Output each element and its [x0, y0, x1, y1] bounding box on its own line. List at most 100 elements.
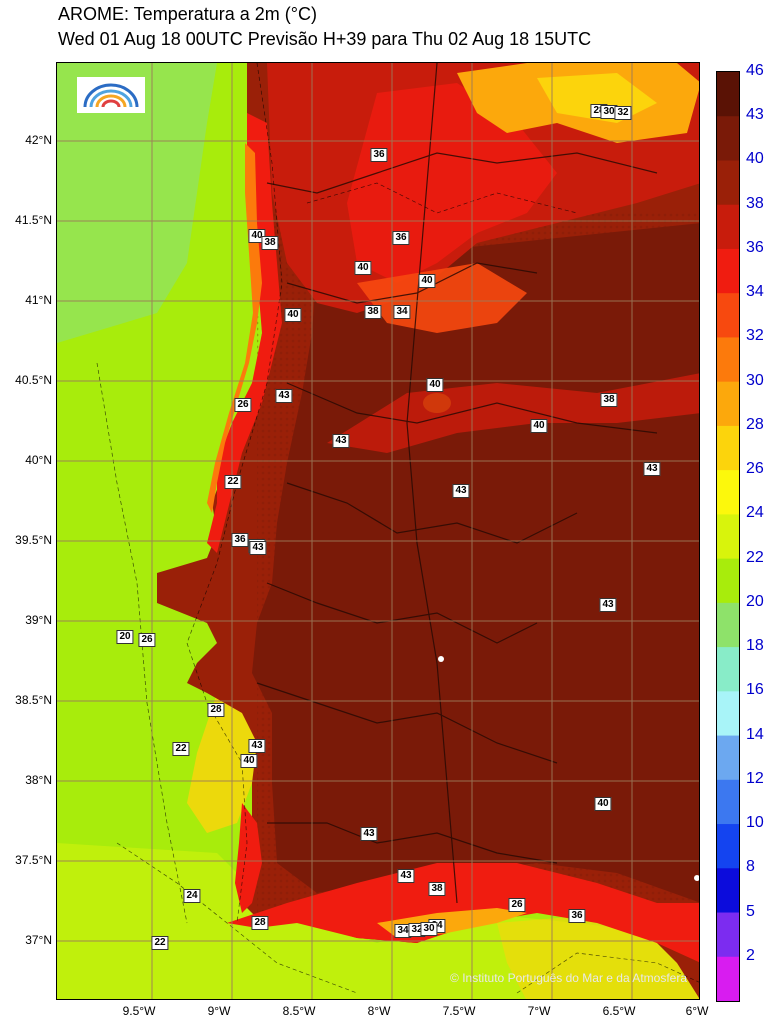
legend-label: 18	[746, 637, 764, 655]
sea-cool-band	[57, 63, 217, 343]
legend-label: 26	[746, 460, 764, 478]
longitude-label: 6°W	[685, 1004, 709, 1018]
contour-label: 40	[426, 378, 444, 392]
land-texture	[257, 213, 699, 913]
longitude-label: 7°W	[527, 1004, 551, 1018]
ipma-logo-icon	[77, 77, 145, 113]
legend-label: 5	[746, 902, 755, 920]
longitude-label: 6.5°W	[602, 1004, 636, 1018]
legend-swatch	[717, 293, 739, 338]
contour-label: 22	[224, 475, 242, 489]
contour-label: 43	[332, 434, 350, 448]
latitude-label: 39.5°N	[15, 533, 52, 547]
contour-label: 22	[151, 936, 169, 950]
contour-label: 38	[600, 393, 618, 407]
legend-label: 28	[746, 415, 764, 433]
contour-label: 34	[393, 305, 411, 319]
legend-swatch	[717, 248, 739, 294]
legend-label: 22	[746, 548, 764, 566]
contour-label: 32	[614, 106, 632, 120]
contour-label: 43	[397, 869, 415, 883]
legend-swatch	[717, 956, 739, 1001]
contour-label: 43	[249, 541, 267, 555]
contour-label: 43	[360, 827, 378, 841]
legend-swatch	[717, 868, 739, 914]
legend-label: 46	[746, 62, 764, 79]
contour-label: 28	[251, 916, 269, 930]
legend-label: 36	[746, 238, 764, 256]
contour-label: 40	[354, 261, 372, 275]
contour-label: 40	[240, 754, 258, 768]
map-title: AROME: Temperatura a 2m (°C)	[58, 4, 317, 24]
legend-label: 8	[746, 858, 755, 876]
legend-swatch	[717, 691, 739, 737]
legend-swatch	[717, 204, 739, 250]
legend-swatch	[717, 116, 739, 161]
copyright-text: © Instituto Português do Mar e da Atmosf…	[450, 971, 687, 985]
contour-label: 40	[418, 274, 436, 288]
graticule	[57, 63, 699, 999]
contour-label: 20	[116, 630, 134, 644]
legend-swatch	[717, 72, 739, 117]
legend-label: 38	[746, 194, 764, 212]
latitude-label: 38°N	[25, 773, 52, 787]
contour-label: 26	[234, 398, 252, 412]
legend-label: 40	[746, 150, 764, 168]
contour-label: 28	[207, 703, 225, 717]
latitude-label: 42°N	[25, 133, 52, 147]
color-legend	[716, 71, 740, 1002]
legend-swatch	[717, 160, 739, 206]
legend-label: 32	[746, 327, 764, 345]
legend-label: 16	[746, 681, 764, 699]
legend-swatch	[717, 735, 739, 781]
legend-swatch	[717, 912, 739, 958]
legend-swatch	[717, 470, 739, 515]
contour-label: 30	[420, 922, 438, 936]
contour-label: 38	[364, 305, 382, 319]
contour-label: 36	[392, 231, 410, 245]
longitude-label: 8.5°W	[282, 1004, 316, 1018]
temperature-map: © Instituto Português do Mar e da Atmosf…	[56, 62, 700, 1000]
contour-label: 38	[261, 236, 279, 250]
contour-label: 36	[568, 909, 586, 923]
legend-label: 14	[746, 725, 764, 743]
latitude-label: 37.5°N	[15, 853, 52, 867]
longitude-label: 9.5°W	[122, 1004, 156, 1018]
longitude-label: 7.5°W	[442, 1004, 476, 1018]
legend-label: 24	[746, 504, 764, 522]
latitude-label: 37°N	[25, 933, 52, 947]
contour-label: 26	[138, 633, 156, 647]
contour-label: 43	[643, 462, 661, 476]
contour-label: 36	[231, 533, 249, 547]
latitude-label: 40°N	[25, 453, 52, 467]
contour-label: 38	[428, 882, 446, 896]
legend-label: 20	[746, 592, 764, 610]
legend-colorbar	[717, 72, 739, 1001]
legend-swatch	[717, 337, 739, 383]
legend-swatch	[717, 514, 739, 560]
latitude-label: 38.5°N	[15, 693, 52, 707]
legend-swatch	[717, 381, 739, 427]
legend-label: 30	[746, 371, 764, 389]
white-blob	[694, 875, 699, 881]
legend-swatch	[717, 647, 739, 692]
legend-label: 2	[746, 946, 755, 964]
contour-label: 43	[599, 598, 617, 612]
coast-warm-strip	[207, 113, 282, 553]
contour-label: 24	[183, 889, 201, 903]
legend-swatch	[717, 425, 739, 471]
contour-label: 43	[248, 739, 266, 753]
contour-label: 40	[284, 308, 302, 322]
latitude-label: 40.5°N	[15, 373, 52, 387]
contour-label: 36	[370, 148, 388, 162]
latitude-label: 39°N	[25, 613, 52, 627]
legend-swatch	[717, 779, 739, 825]
white-blob	[438, 656, 444, 662]
region-borders	[256, 63, 658, 904]
longitude-label: 9°W	[207, 1004, 231, 1018]
legend-label: 10	[746, 814, 764, 832]
contour-label: 40	[594, 797, 612, 811]
coast-orange-strip	[207, 143, 262, 513]
map-subtitle: Wed 01 Aug 18 00UTC Previsão H+39 para T…	[58, 29, 592, 49]
legend-label: 12	[746, 769, 764, 787]
